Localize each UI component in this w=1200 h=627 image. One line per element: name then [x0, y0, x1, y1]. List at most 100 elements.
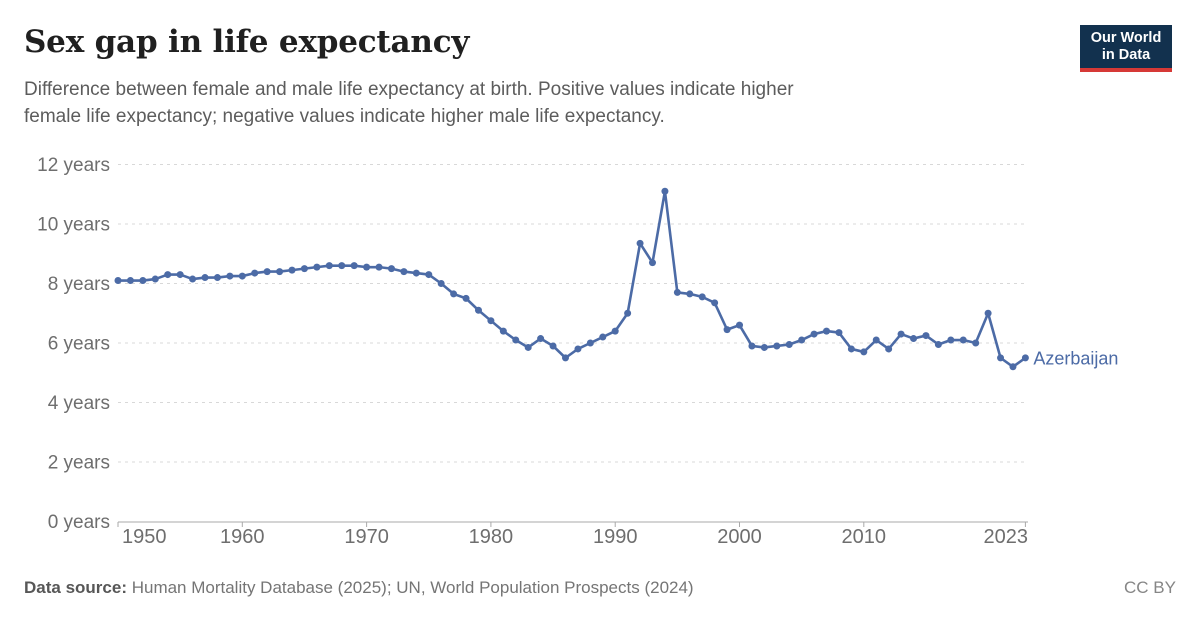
data-point[interactable]: [387, 265, 395, 273]
data-point[interactable]: [711, 299, 719, 307]
data-point[interactable]: [425, 271, 433, 279]
data-point[interactable]: [313, 263, 321, 271]
data-point[interactable]: [810, 330, 818, 338]
x-tick-label: 1950: [122, 526, 167, 548]
x-tick-label: 1970: [344, 526, 389, 548]
data-point[interactable]: [574, 345, 582, 353]
data-point[interactable]: [524, 343, 532, 351]
data-point[interactable]: [363, 263, 371, 271]
data-point[interactable]: [201, 274, 209, 282]
data-point[interactable]: [189, 275, 197, 283]
data-point[interactable]: [686, 290, 694, 298]
data-point[interactable]: [126, 277, 134, 285]
data-point[interactable]: [499, 327, 507, 335]
data-point[interactable]: [263, 268, 271, 276]
data-point[interactable]: [698, 293, 706, 301]
data-point[interactable]: [276, 268, 284, 276]
data-point[interactable]: [661, 187, 669, 195]
owid-logo-line1: Our World: [1090, 29, 1162, 46]
data-point[interactable]: [512, 336, 520, 344]
data-point[interactable]: [238, 272, 246, 280]
data-point[interactable]: [450, 290, 458, 298]
data-point[interactable]: [897, 330, 905, 338]
data-point[interactable]: [176, 271, 184, 279]
chart-subtitle: Difference between female and male life …: [24, 76, 794, 130]
y-tick-label: 2 years: [48, 453, 110, 474]
data-point[interactable]: [823, 327, 831, 335]
data-point[interactable]: [462, 294, 470, 302]
data-point[interactable]: [972, 339, 980, 347]
data-point[interactable]: [350, 262, 358, 270]
data-point[interactable]: [375, 263, 383, 271]
data-point[interactable]: [325, 262, 333, 270]
data-point[interactable]: [549, 342, 557, 350]
y-tick-label: 12 years: [37, 155, 110, 176]
subtitle-line-2: female life expectancy; negative values …: [24, 106, 665, 127]
data-point[interactable]: [1021, 354, 1029, 362]
data-point[interactable]: [400, 268, 408, 276]
data-point[interactable]: [487, 317, 495, 325]
data-point[interactable]: [437, 280, 445, 287]
page-title: Sex gap in life expectancy: [24, 24, 470, 60]
data-point[interactable]: [114, 277, 122, 285]
chart-footer: Data source: Human Mortality Database (2…: [24, 578, 1176, 598]
y-tick-label: 8 years: [48, 274, 110, 295]
data-point[interactable]: [860, 348, 868, 356]
data-point[interactable]: [748, 342, 756, 350]
data-point[interactable]: [847, 345, 855, 353]
data-point[interactable]: [226, 272, 234, 280]
data-point[interactable]: [288, 266, 296, 274]
subtitle-line-1: Difference between female and male life …: [24, 79, 794, 100]
data-point[interactable]: [636, 239, 644, 247]
data-point[interactable]: [474, 306, 482, 314]
data-point[interactable]: [785, 340, 793, 348]
data-point[interactable]: [537, 335, 545, 343]
x-tick-label: 1960: [220, 526, 265, 548]
y-tick-label: 0 years: [48, 512, 110, 533]
data-point[interactable]: [798, 336, 806, 344]
data-point[interactable]: [561, 354, 569, 362]
data-point[interactable]: [872, 336, 880, 344]
data-point[interactable]: [412, 269, 420, 277]
data-point[interactable]: [586, 339, 594, 347]
data-point[interactable]: [213, 274, 221, 282]
data-point[interactable]: [648, 259, 656, 267]
data-point[interactable]: [997, 354, 1005, 362]
data-point[interactable]: [934, 340, 942, 348]
x-tick-label: 2010: [842, 526, 887, 548]
data-point[interactable]: [885, 345, 893, 353]
data-point[interactable]: [139, 277, 147, 285]
data-point[interactable]: [984, 309, 992, 317]
data-source-text: Human Mortality Database (2025); UN, Wor…: [126, 578, 694, 597]
data-point[interactable]: [910, 335, 918, 343]
data-source-label: Data source:: [24, 578, 127, 597]
y-tick-label: 10 years: [37, 215, 110, 236]
data-point[interactable]: [959, 336, 967, 344]
x-tick-label: 1980: [469, 526, 514, 548]
data-point[interactable]: [251, 269, 259, 277]
data-point[interactable]: [673, 288, 681, 296]
data-point[interactable]: [922, 332, 930, 340]
line-series-azerbaijan[interactable]: [116, 189, 1027, 369]
data-point[interactable]: [736, 321, 744, 329]
data-point[interactable]: [1009, 363, 1017, 371]
data-point[interactable]: [947, 336, 955, 344]
data-point[interactable]: [300, 265, 308, 273]
owid-logo[interactable]: Our World in Data: [1080, 25, 1172, 72]
data-point[interactable]: [723, 326, 731, 334]
data-point[interactable]: [599, 333, 607, 341]
data-point[interactable]: [624, 309, 632, 317]
data-point[interactable]: [760, 343, 768, 351]
data-point[interactable]: [164, 271, 172, 279]
data-point[interactable]: [338, 262, 346, 270]
license-badge[interactable]: CC BY: [1124, 578, 1176, 597]
data-point[interactable]: [835, 329, 843, 337]
data-point[interactable]: [611, 327, 619, 335]
x-tick-label: 2023: [984, 526, 1029, 548]
data-point[interactable]: [151, 275, 159, 283]
series-end-label[interactable]: Azerbaijan: [1033, 348, 1118, 368]
x-tick-label: 1990: [593, 526, 638, 548]
data-point[interactable]: [773, 342, 781, 350]
